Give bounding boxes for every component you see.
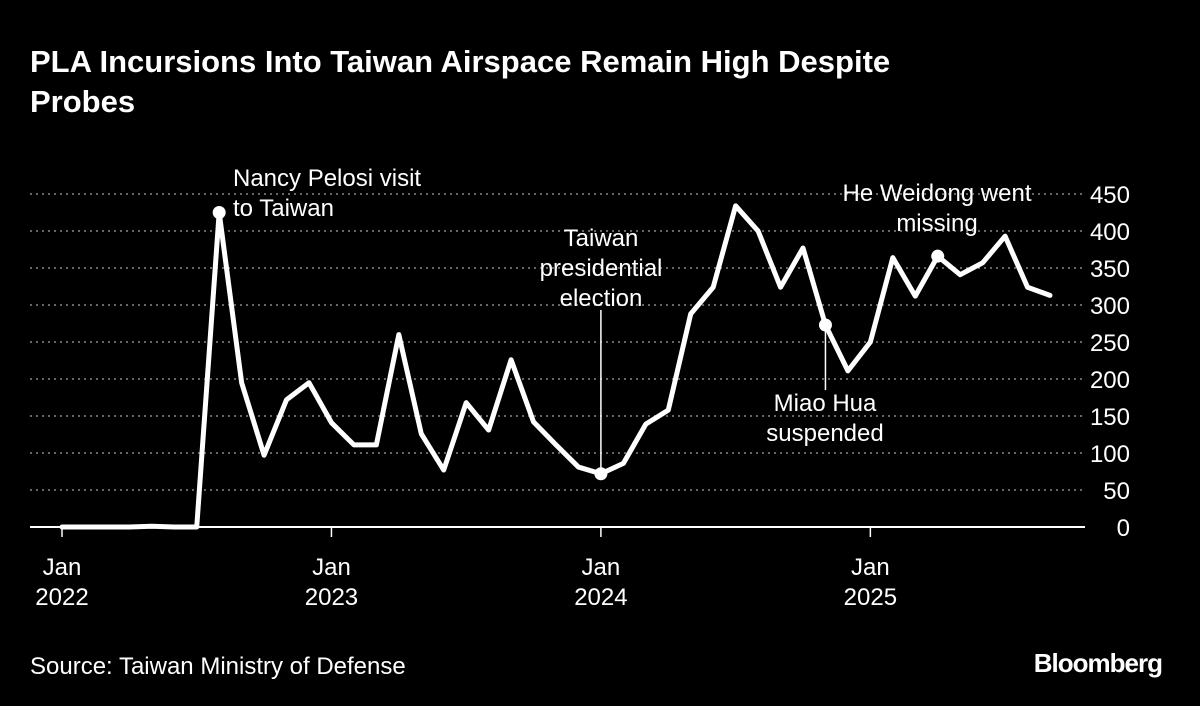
annotation-text: missing: [896, 210, 977, 237]
annotation-text: He Weidong went: [843, 180, 1032, 207]
x-tick-label: Jan 2023: [305, 554, 358, 611]
brand: Bloomberg: [1034, 648, 1162, 678]
annotation-text: to Taiwan: [233, 195, 334, 222]
x-tick-label: Jan 2024: [574, 554, 627, 611]
y-tick-label: 200: [1090, 367, 1130, 394]
annotation-text: election: [560, 285, 643, 312]
annotation-dot: [931, 249, 945, 263]
line: [59, 203, 1053, 530]
annotation-text: suspended: [766, 420, 883, 447]
y-tick-label: 450: [1090, 182, 1130, 209]
y-tick-label: 150: [1090, 404, 1130, 431]
y-tick-label: 250: [1090, 330, 1130, 357]
annotation-text: Nancy Pelosi visit: [233, 165, 421, 192]
y-tick-label: 400: [1090, 219, 1130, 246]
annotation-dot: [818, 318, 832, 332]
y-tick-label: 0: [1117, 515, 1130, 542]
chart-title: PLA Incursions Into Taiwan Airspace Rema…: [30, 44, 891, 119]
source: Source: Taiwan Ministry of Defense: [30, 653, 406, 680]
annotation-text: Taiwan: [564, 225, 639, 252]
y-tick-label: 350: [1090, 256, 1130, 283]
y-tick-label: 300: [1090, 293, 1130, 320]
annotation-dot: [212, 206, 226, 219]
y-tick-label: 50: [1103, 478, 1130, 505]
x-tick-label: Jan 2025: [844, 554, 897, 611]
x-tick-label: Jan 2022: [35, 554, 88, 611]
annotation-text: Miao Hua: [774, 390, 877, 417]
annotation-text: presidential: [540, 255, 663, 282]
y-tick-label: 100: [1090, 441, 1130, 468]
annotation-dot: [594, 467, 608, 481]
